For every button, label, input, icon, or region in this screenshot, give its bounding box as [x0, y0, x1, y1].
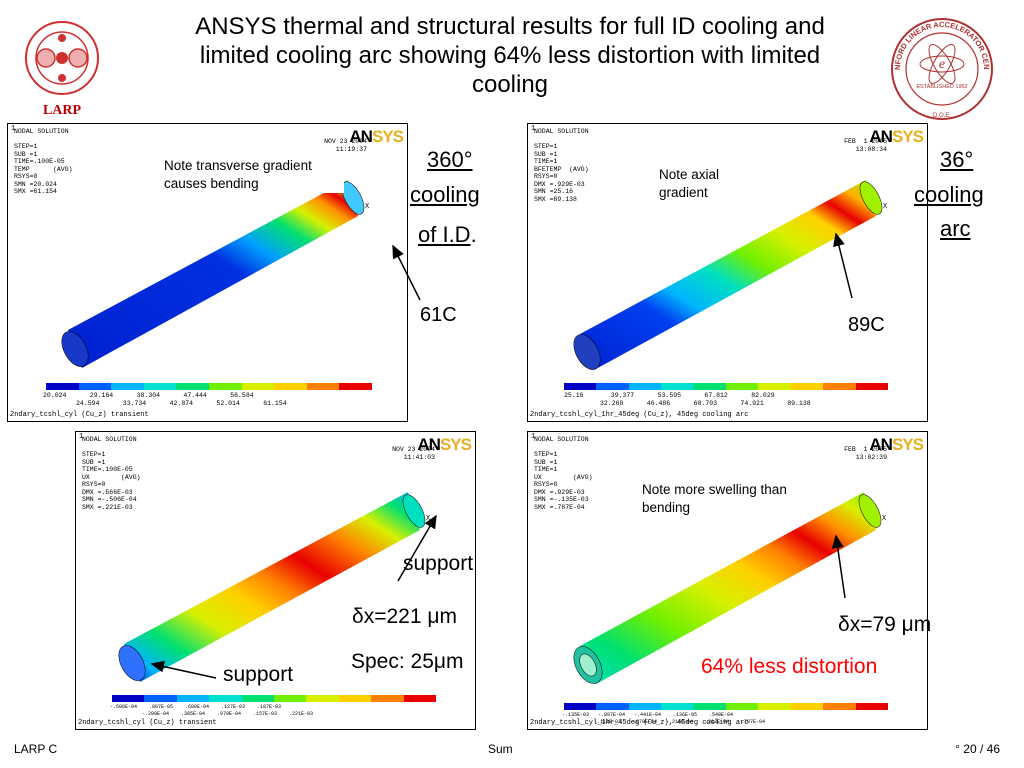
- plot-caption: 2ndary_tcshl_cyl_1hr_45deg (Cu_z), 45deg…: [530, 719, 749, 727]
- color-scale-bar: [564, 383, 889, 390]
- color-scale-ticks-top: 25.16 39.377 53.595 67.812 82.029: [564, 392, 775, 399]
- solution-date: FEB 1 2005 13:02:39: [844, 446, 887, 461]
- color-scale-ticks-top: 20.024 29.164 38.304 47.444 56.584: [43, 392, 254, 399]
- label-cooling-full: cooling: [410, 182, 480, 207]
- plot-caption: 2ndary_tcshl_cyl_1hr_45deg (Cu_z), 45deg…: [530, 411, 749, 419]
- footer-page-number: ° 20 / 46: [955, 742, 1000, 756]
- label-support-right: support: [403, 552, 474, 575]
- solution-date: NOV 23 2004 11:41:03: [392, 446, 435, 461]
- label-cooling-arc: cooling: [914, 182, 984, 207]
- svg-text:LARP: LARP: [43, 103, 82, 118]
- slac-seal-logo: e ESTABLISHED 1962 D.O.E. STANFORD LINEA…: [884, 16, 993, 120]
- label-36-degree: 36°: [940, 147, 974, 172]
- color-scale-bar: [564, 703, 889, 710]
- color-scale-ticks-bottom: -.209E-04 .385E-04 .979E-04 .157E-03 .22…: [142, 711, 314, 717]
- label-dx-221: δx=221 μm: [352, 605, 457, 628]
- solution-header: NODAL SOLUTION STEP=1 SUB =1 TIME=.100E-…: [82, 436, 141, 511]
- note-axial-gradient: Note axial gradient: [659, 167, 720, 200]
- cylinder-temperature-plot: X: [573, 180, 888, 370]
- cylinder-displacement-plot: X: [118, 492, 431, 682]
- footer-middle: Sum: [488, 742, 513, 756]
- note-swelling: Note more swelling than bending: [642, 482, 787, 515]
- color-scale-ticks-top: -.135E-03 -.897E-04 -.441E-04 .136E-05 .…: [562, 712, 734, 718]
- svg-text:e: e: [939, 57, 945, 72]
- ansys-logo: ANSYS: [417, 435, 472, 454]
- slide-title: ANSYS thermal and structural results for…: [195, 13, 825, 98]
- svg-text:X: X: [365, 203, 370, 211]
- plot-caption: 2ndary_tcshl_cyl (Cu_z) transient: [78, 719, 217, 727]
- label-89c: 89C: [848, 314, 885, 336]
- label-arc: arc: [940, 216, 971, 241]
- solution-header: NODAL SOLUTION STEP=1 SUB =1 TIME=.100E-…: [14, 128, 73, 195]
- svg-text:D.O.E.: D.O.E.: [933, 113, 951, 119]
- label-support-left: support: [223, 663, 294, 686]
- color-scale-ticks-bottom: 24.594 33.734 42.874 52.014 61.154: [76, 400, 287, 407]
- cylinder-displacement-plot: X: [573, 492, 887, 684]
- color-scale-bar: [112, 695, 437, 702]
- note-transverse-gradient: Note transverse gradient causes bending: [164, 157, 344, 193]
- svg-text:ESTABLISHED 1962: ESTABLISHED 1962: [916, 84, 967, 90]
- cylinder-temperature-plot: X: [61, 180, 370, 368]
- label-spec: Spec: 25μm: [351, 650, 464, 673]
- window-index: 1: [79, 433, 84, 441]
- larp-logo: LARP: [25, 21, 99, 118]
- color-scale-ticks-top: -.506E-04 .867E-05 .680E-04 .127E-03 .18…: [110, 704, 282, 710]
- solution-date: NOV 23 2004 11:19:37: [324, 138, 367, 153]
- panel-temperature-full-cooling: 1 NODAL SOLUTION STEP=1 SUB =1 TIME=.100…: [7, 123, 408, 422]
- svg-text:X: X: [883, 203, 888, 211]
- panel-displacement-full-cooling: 1 NODAL SOLUTION STEP=1 SUB =1 TIME=.100…: [75, 431, 476, 730]
- solution-header: NODAL SOLUTION STEP=1 SUB =1 TIME=1 BFET…: [534, 128, 589, 203]
- window-index: 1: [531, 433, 536, 441]
- panel-displacement-arc-cooling: 1 NODAL SOLUTION STEP=1 SUB =1 TIME=1 UX…: [527, 431, 928, 730]
- ansys-logo: ANSYS: [869, 127, 924, 146]
- panel-temperature-arc-cooling: 1 NODAL SOLUTION STEP=1 SUB =1 TIME=1 BF…: [527, 123, 928, 422]
- window-index: 1: [531, 125, 536, 133]
- solution-header: NODAL SOLUTION STEP=1 SUB =1 TIME=1 UX (…: [534, 436, 593, 511]
- label-dx-79: δx=79 μm: [838, 613, 932, 636]
- label-of-id: of I.D.: [418, 222, 477, 247]
- label-360-degree: 360°: [427, 147, 473, 172]
- plot-caption: 2ndary_tcshl_cyl (Cu_z) transient: [10, 411, 149, 419]
- label-less-distortion: 64% less distortion: [701, 655, 878, 678]
- solution-date: FEB 1 2005 13:08:34: [844, 138, 887, 153]
- window-index: 1: [11, 125, 16, 133]
- label-61c: 61C: [420, 304, 457, 326]
- ansys-logo: ANSYS: [869, 435, 924, 454]
- footer-left: LARP C: [14, 742, 58, 756]
- color-scale-ticks-bottom: -.112E-03 -.670E-04 -.214E-04 .312E-04 .…: [594, 719, 766, 725]
- svg-text:X: X: [882, 515, 887, 523]
- ansys-logo: ANSYS: [349, 127, 404, 146]
- color-scale-bar: [46, 383, 372, 390]
- color-scale-ticks-bottom: 32.268 46.486 60.703 74.921 89.138: [600, 400, 811, 407]
